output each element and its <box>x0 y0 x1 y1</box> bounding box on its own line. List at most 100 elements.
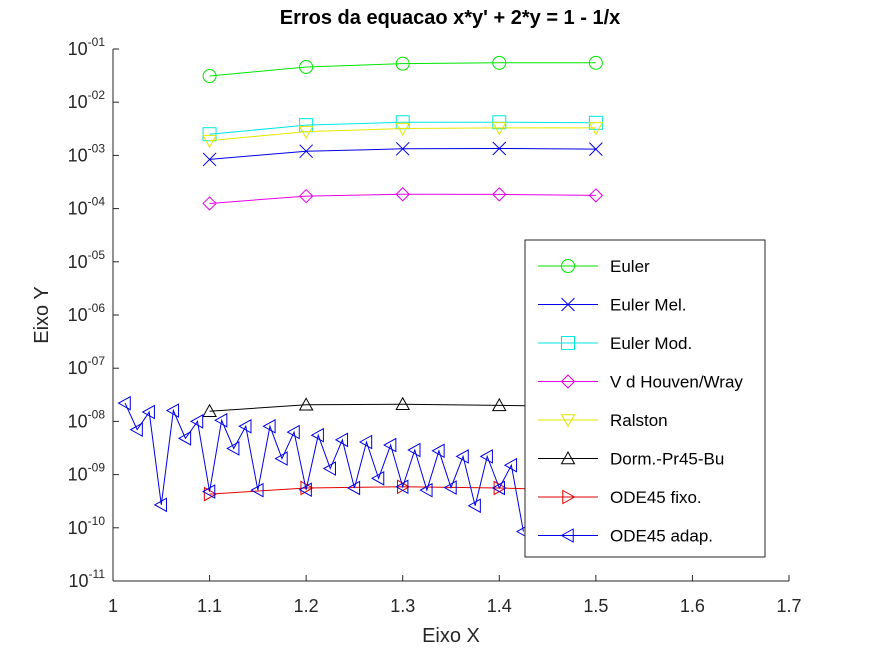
series-ode45-adap-point <box>407 442 421 458</box>
series-euler-mel-point <box>395 141 410 156</box>
y-tick-label: 10-07 <box>68 354 106 378</box>
series-ode45-adap-point <box>431 443 445 459</box>
series-ode45-adap-point <box>298 482 312 498</box>
legend-marker-swatch <box>560 414 576 428</box>
x-axis-title: Eixo X <box>422 625 480 647</box>
x-tick-label: 1.6 <box>680 596 705 616</box>
series-ode45-adap-point <box>479 449 493 464</box>
series-euler-mod-line <box>209 121 596 135</box>
series-layer <box>117 55 604 539</box>
y-tick-label: 10-03 <box>68 141 106 165</box>
y-tick-label: 10-04 <box>68 195 106 219</box>
legend-label: ODE45 adap. <box>610 527 713 546</box>
y-tick-label: 10-05 <box>68 248 106 272</box>
series-ode45-adap-point <box>334 432 349 448</box>
x-tick-label: 1.3 <box>390 596 415 616</box>
legend-label: Ralston <box>610 411 668 430</box>
x-tick-label: 1.4 <box>487 596 512 616</box>
series-ode45-adap-point <box>383 437 397 453</box>
legend-label: Euler Mel. <box>610 296 687 315</box>
y-tick-label: 10-10 <box>68 514 106 538</box>
y-tick-label: 10-11 <box>69 567 106 591</box>
series-ralston-point <box>395 122 411 137</box>
legend-marker-swatch <box>561 259 575 273</box>
legend-item-euler-mel: Euler Mel. <box>538 296 687 315</box>
legend-item-ralston: Ralston <box>538 411 668 430</box>
series-ode45-adap-point <box>491 480 505 496</box>
series-dorm-pr45-bu-point <box>395 396 411 410</box>
series-ode45-adap-point <box>214 412 228 428</box>
y-tick-label: 10-06 <box>68 301 106 325</box>
series-euler <box>202 55 603 84</box>
series-ode45-adap-point <box>153 497 167 513</box>
series-ralston-point <box>202 134 217 149</box>
legend-label: ODE45 fixo. <box>610 488 702 507</box>
series-euler-mod <box>202 115 603 142</box>
series-ralston-point <box>298 125 314 140</box>
series-euler-mel <box>202 141 603 167</box>
legend-label: Euler Mod. <box>610 334 692 353</box>
series-euler-point <box>202 69 217 84</box>
legend-marker-swatch <box>561 297 575 312</box>
series-v-d-houven-wray-line <box>209 193 596 204</box>
series-dorm-pr45-bu-point <box>491 397 507 412</box>
series-ode45-adap-point <box>189 414 204 429</box>
series-ralston-line <box>209 127 596 142</box>
legend-item-ode45-adap: ODE45 adap. <box>538 527 713 546</box>
y-tick-label: 10-02 <box>68 88 106 112</box>
series-v-d-houven-wray-point <box>588 188 604 203</box>
x-tick-label: 1.5 <box>583 596 608 616</box>
y-tick-label: 10-08 <box>68 407 106 431</box>
legend-item-dorm-pr45-bu: Dorm.-Pr45-Bu <box>538 450 724 469</box>
y-tick-label: 10-09 <box>68 461 106 485</box>
legend-label: Dorm.-Pr45-Bu <box>610 450 724 469</box>
series-ode45-fixo-point <box>493 480 507 496</box>
series-ode45-fixo-point <box>203 486 218 502</box>
series-ode45-adap-point <box>346 480 361 496</box>
series-ode45-adap-point <box>238 418 252 434</box>
series-v-d-houven-wray <box>202 187 604 211</box>
legend-marker-swatch <box>560 450 576 465</box>
y-axis-title: Eixo Y <box>31 286 53 343</box>
series-ode45-adap-line <box>124 402 524 532</box>
series-ode45-adap-point <box>141 404 155 420</box>
series-ode45-adap-point <box>226 441 240 456</box>
series-ode45-adap-point <box>250 482 264 498</box>
series-euler-mel-point <box>202 152 217 167</box>
series-v-d-houven-wray-point <box>202 196 217 211</box>
x-tick-label: 1.2 <box>294 596 319 616</box>
series-v-d-houven-wray-point <box>395 187 410 202</box>
x-tick-label: 1.7 <box>776 596 801 616</box>
series-euler-mod-point <box>202 127 217 142</box>
x-tick-label: 1.1 <box>197 596 222 616</box>
series-ode45-adap-point <box>177 431 192 446</box>
series-ode45-adap-point <box>371 471 385 486</box>
series-ode45-adap-point <box>286 424 300 440</box>
legend-item-euler-mod: Euler Mod. <box>538 334 692 353</box>
series-ode45-adap-point <box>262 418 276 434</box>
series-euler-point <box>492 55 507 70</box>
series-v-d-houven-wray-point <box>492 187 507 202</box>
legend-marker-swatch <box>560 374 576 389</box>
series-ode45-adap-point <box>129 422 143 437</box>
series-ode45-adap-point <box>117 395 131 411</box>
series-euler-mel-point <box>299 144 313 159</box>
series-ode45-adap-point <box>395 479 409 495</box>
series-dorm-pr45-bu-point <box>202 403 217 417</box>
series-euler-point <box>588 55 603 70</box>
legend-label: Euler <box>610 257 650 276</box>
legend-item-ode45-fixo: ODE45 fixo. <box>538 488 702 507</box>
series-euler-point <box>395 56 410 71</box>
series-euler-mel-line <box>209 147 596 160</box>
legend-marker-swatch <box>561 336 575 350</box>
legend-label: V d Houven/Wray <box>610 373 743 392</box>
series-ralston-point <box>491 122 507 136</box>
series-euler-point <box>299 59 314 74</box>
y-tick-label: 10-01 <box>68 35 106 59</box>
series-ralston <box>202 122 604 149</box>
series-ode45-adap-point <box>310 427 324 443</box>
series-euler-line <box>209 62 596 77</box>
series-euler-mel-point <box>589 142 603 157</box>
legend-box <box>524 239 766 558</box>
